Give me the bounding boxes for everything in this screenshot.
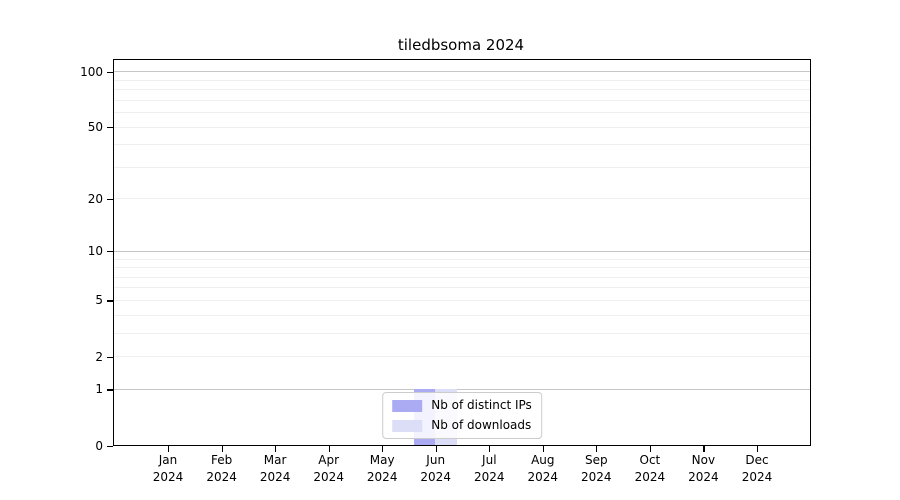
x-tick-feb-2024 <box>221 446 223 452</box>
x-tick-label-nov-2024: Nov 2024 <box>688 452 719 486</box>
legend-swatch-nb-of-downloads <box>392 419 423 432</box>
x-tick-apr-2024 <box>328 446 330 452</box>
y-tick-label-20: 20 <box>87 191 103 206</box>
y-tick-label-100: 100 <box>80 64 103 79</box>
legend: Nb of distinct IPs Nb of downloads <box>382 392 542 439</box>
x-tick-label-apr-2024: Apr 2024 <box>313 452 344 486</box>
plot-area: Nb of distinct IPs Nb of downloads <box>113 59 811 446</box>
x-tick-label-line: 2024 <box>259 470 291 484</box>
x-tick-sep-2024 <box>596 446 598 452</box>
x-tick-label-dec-2024: Dec 2024 <box>742 452 773 486</box>
x-tick-label-line: 2024 <box>688 470 719 484</box>
x-tick-label-line: Mar <box>263 453 287 467</box>
gridline-1 <box>114 388 810 390</box>
gridline-20 <box>114 198 810 200</box>
gridline-60 <box>114 112 810 114</box>
y-tick-20 <box>107 198 113 201</box>
gridlines-layer <box>114 60 810 445</box>
y-tick-0 <box>107 445 113 447</box>
gridline-50 <box>114 126 810 128</box>
y-tick-100 <box>107 71 113 73</box>
x-tick-label-sep-2024: Sep 2024 <box>581 452 612 486</box>
x-tick-label-may-2024: May 2024 <box>367 452 398 486</box>
gridline-80 <box>114 89 810 91</box>
y-tick-50 <box>107 127 113 129</box>
x-tick-label-line: 2024 <box>741 470 773 484</box>
x-tick-nov-2024 <box>703 446 705 452</box>
x-tick-label-line: Feb <box>210 453 233 467</box>
x-tick-label-line: Nov <box>691 453 716 467</box>
y-tick-label-1: 1 <box>95 382 103 397</box>
x-tick-label-line: 2024 <box>581 470 612 484</box>
x-tick-may-2024 <box>382 446 384 452</box>
y-tick-label-0: 0 <box>95 438 103 453</box>
gridline-6 <box>114 287 810 289</box>
y-tick-10 <box>107 251 113 253</box>
x-tick-label-line: May <box>369 453 395 467</box>
x-tick-label-oct-2024: Oct 2024 <box>635 452 666 486</box>
y-tick-label-10: 10 <box>87 244 103 259</box>
x-tick-label-line: Dec <box>745 453 769 467</box>
x-tick-mar-2024 <box>275 446 277 452</box>
x-tick-label-line: 2024 <box>206 470 237 484</box>
x-tick-dec-2024 <box>757 446 759 452</box>
x-tick-label-line: 2024 <box>366 470 398 484</box>
gridline-3 <box>114 332 810 334</box>
gridline-100 <box>114 71 810 73</box>
bars-layer <box>114 60 810 445</box>
y-tick-label-2: 2 <box>95 349 103 364</box>
x-tick-label-mar-2024: Mar 2024 <box>260 452 291 486</box>
x-tick-label-line: 2024 <box>420 470 451 484</box>
y-tick-2 <box>107 356 113 358</box>
gridline-7 <box>114 276 810 278</box>
gridline-30 <box>114 166 810 168</box>
y-tick-5 <box>107 300 113 302</box>
x-tick-label-line: Aug <box>531 453 555 467</box>
y-tick-label-5: 5 <box>95 293 103 308</box>
x-tick-label-line: Apr <box>318 453 340 467</box>
gridline-8 <box>114 267 810 268</box>
gridline-4 <box>114 314 810 316</box>
gridline-10 <box>114 250 810 252</box>
gridline-90 <box>114 79 810 81</box>
x-tick-oct-2024 <box>649 446 652 452</box>
x-tick-label-aug-2024: Aug 2024 <box>528 452 559 486</box>
x-tick-label-line: 2024 <box>313 470 344 484</box>
x-tick-label-line: 2024 <box>152 470 184 484</box>
legend-swatch-nb-of-distinct-ips <box>392 399 423 412</box>
y-tick-label-50: 50 <box>87 120 103 135</box>
x-tick-label-line: 2024 <box>474 470 505 484</box>
chart-title: tiledbsoma 2024 <box>397 36 525 54</box>
gridline-70 <box>114 99 810 101</box>
y-tick-1 <box>107 389 113 391</box>
x-tick-label-line: 2024 <box>634 470 666 484</box>
x-tick-jun-2024 <box>435 446 437 452</box>
x-tick-jul-2024 <box>489 446 491 452</box>
x-tick-label-jun-2024: Jun 2024 <box>420 452 451 486</box>
x-tick-jan-2024 <box>168 446 170 452</box>
x-tick-aug-2024 <box>542 446 544 452</box>
x-tick-label-line: Jan <box>158 453 178 467</box>
x-tick-label-jul-2024: Jul 2024 <box>474 452 505 486</box>
legend-label-nb-of-distinct-ips: Nb of distinct IPs <box>431 398 532 412</box>
x-tick-label-jan-2024: Jan 2024 <box>153 452 184 486</box>
legend-label-nb-of-downloads: Nb of downloads <box>431 418 532 432</box>
x-tick-label-line: Jun <box>426 453 446 467</box>
x-tick-label-line: Oct <box>639 453 661 467</box>
gridline-9 <box>114 258 810 260</box>
x-tick-label-line: Sep <box>584 453 608 467</box>
gridline-5 <box>114 299 810 301</box>
gridline-2 <box>114 356 810 357</box>
x-tick-label-line: 2024 <box>527 470 559 484</box>
x-tick-label-feb-2024: Feb 2024 <box>206 452 237 486</box>
gridline-40 <box>114 144 810 146</box>
x-tick-label-line: Jul <box>482 453 497 467</box>
legend-item-nb-of-downloads: Nb of downloads <box>392 418 532 433</box>
legend-item-nb-of-distinct-ips: Nb of distinct IPs <box>392 398 532 413</box>
